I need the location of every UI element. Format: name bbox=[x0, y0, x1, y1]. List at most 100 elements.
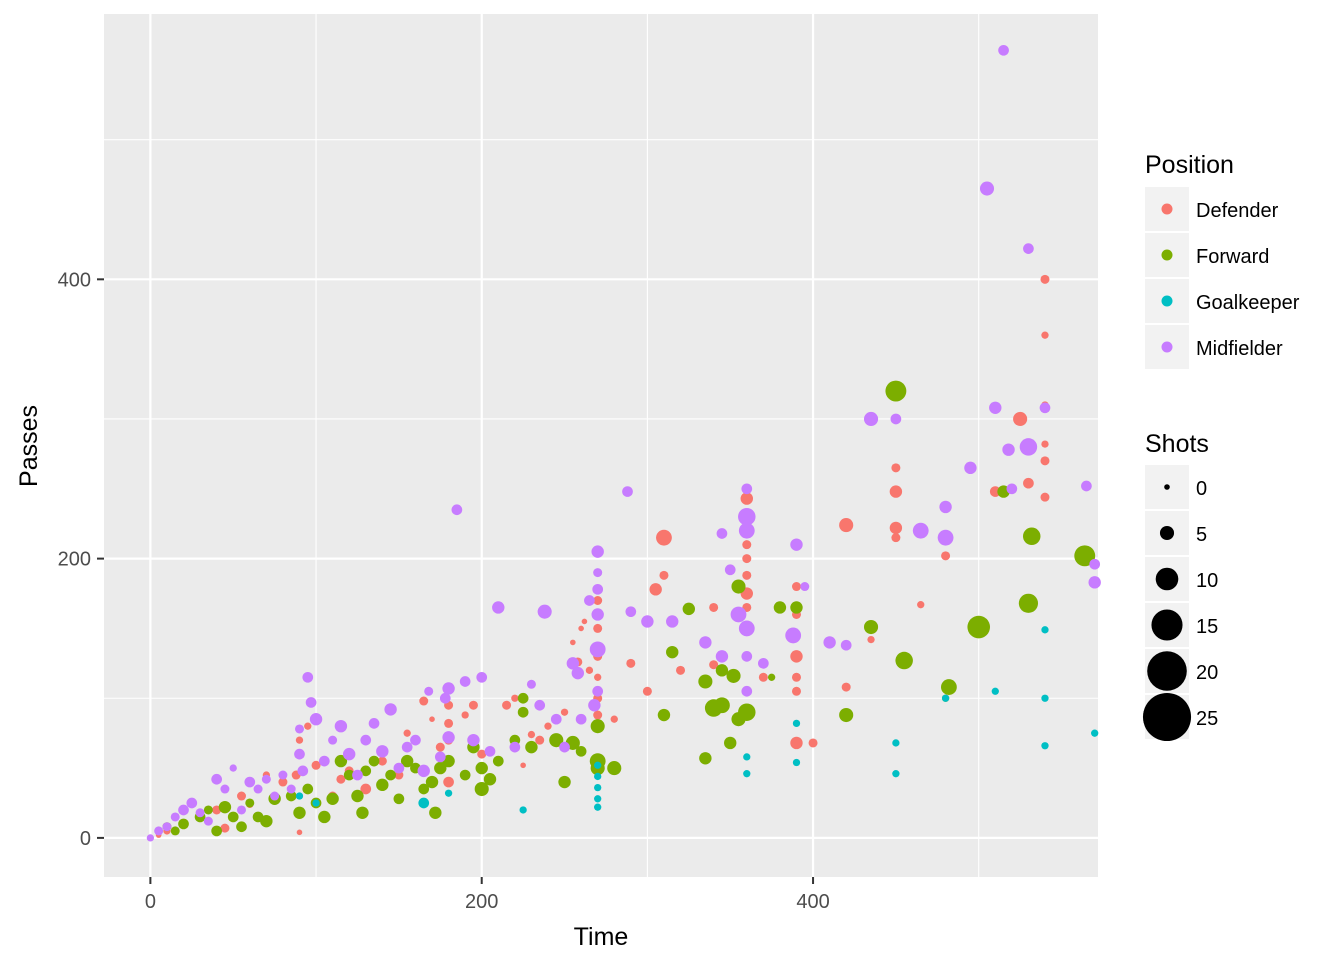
point-goalkeeper bbox=[594, 795, 602, 803]
point-midfielder bbox=[592, 685, 604, 697]
point-forward bbox=[698, 674, 713, 689]
size-label-5: 5 bbox=[1196, 524, 1207, 546]
point-forward bbox=[236, 821, 247, 833]
point-defender bbox=[841, 682, 851, 692]
point-midfielder bbox=[863, 411, 879, 427]
point-goalkeeper bbox=[1041, 694, 1049, 702]
y-axis: 0 200 400 bbox=[58, 269, 104, 850]
point-forward bbox=[492, 755, 504, 767]
point-forward bbox=[475, 761, 488, 775]
point-forward bbox=[517, 706, 529, 718]
point-defender bbox=[941, 551, 951, 561]
point-midfielder bbox=[393, 762, 405, 774]
point-defender bbox=[594, 673, 602, 681]
point-midfielder bbox=[410, 734, 421, 746]
point-defender bbox=[295, 736, 304, 744]
point-forward bbox=[343, 769, 355, 781]
x-tick-label: 200 bbox=[465, 891, 498, 913]
point-defender bbox=[740, 492, 753, 505]
point-midfielder bbox=[534, 699, 546, 711]
point-defender bbox=[336, 774, 346, 784]
point-forward bbox=[434, 761, 447, 775]
point-midfielder bbox=[384, 703, 397, 716]
point-goalkeeper bbox=[892, 739, 900, 747]
point-midfielder bbox=[253, 784, 263, 794]
point-defender bbox=[989, 486, 1001, 497]
point-midfielder bbox=[439, 692, 451, 704]
point-midfielder bbox=[178, 804, 189, 816]
legend-key-defender bbox=[1161, 203, 1173, 215]
point-midfielder bbox=[434, 751, 446, 763]
position-legend-title: Position bbox=[1145, 151, 1234, 179]
point-midfielder bbox=[699, 636, 712, 649]
point-defender bbox=[477, 749, 487, 759]
point-forward bbox=[385, 769, 396, 781]
point-defender bbox=[311, 760, 321, 770]
size-key-20 bbox=[1147, 651, 1187, 691]
point-forward bbox=[885, 380, 907, 402]
point-forward bbox=[334, 754, 348, 768]
point-forward bbox=[1022, 527, 1041, 546]
x-tick-label: 0 bbox=[145, 891, 156, 913]
point-defender bbox=[889, 485, 903, 498]
size-label-10: 10 bbox=[1196, 570, 1218, 592]
point-midfielder bbox=[625, 606, 637, 618]
size-key-15 bbox=[1151, 609, 1183, 641]
shots-legend: Shots 0 5 10 15 20 25 bbox=[1142, 430, 1218, 742]
size-key-25 bbox=[1142, 692, 1192, 742]
point-midfielder bbox=[261, 774, 271, 784]
point-midfielder bbox=[203, 816, 213, 826]
point-goalkeeper bbox=[1091, 729, 1099, 737]
x-axis: 0 200 400 bbox=[145, 877, 830, 913]
point-midfielder bbox=[622, 486, 633, 497]
point-goalkeeper bbox=[743, 753, 751, 761]
point-goalkeeper bbox=[1041, 742, 1049, 750]
point-forward bbox=[895, 651, 913, 670]
point-midfielder bbox=[442, 682, 455, 695]
point-midfielder bbox=[442, 731, 455, 744]
point-midfielder bbox=[716, 528, 728, 539]
point-midfielder bbox=[840, 639, 852, 651]
point-midfielder bbox=[738, 507, 756, 526]
point-forward bbox=[575, 745, 587, 757]
point-forward bbox=[360, 765, 372, 777]
point-defender bbox=[791, 672, 801, 682]
point-midfielder bbox=[1089, 558, 1101, 570]
point-forward bbox=[558, 775, 571, 789]
point-midfielder bbox=[170, 812, 180, 822]
point-defender bbox=[1040, 456, 1050, 466]
point-midfielder bbox=[229, 764, 237, 772]
point-defender bbox=[593, 710, 603, 720]
point-defender bbox=[570, 639, 576, 646]
point-midfielder bbox=[211, 773, 223, 785]
point-defender bbox=[593, 596, 603, 606]
point-defender bbox=[917, 601, 925, 609]
point-goalkeeper bbox=[792, 758, 801, 767]
point-midfielder bbox=[1019, 438, 1038, 456]
point-forward bbox=[483, 773, 497, 786]
point-midfielder bbox=[571, 666, 585, 680]
point-midfielder bbox=[484, 745, 496, 757]
y-tick-label: 200 bbox=[58, 549, 91, 571]
point-forward bbox=[525, 740, 538, 754]
point-defender bbox=[742, 570, 752, 580]
point-forward bbox=[376, 778, 389, 792]
point-midfielder bbox=[741, 651, 753, 662]
point-midfielder bbox=[730, 606, 747, 623]
point-midfielder bbox=[270, 791, 280, 801]
point-defender bbox=[237, 791, 247, 801]
point-midfielder bbox=[401, 741, 413, 753]
major-gridlines bbox=[104, 14, 1098, 877]
shots-legend-title: Shots bbox=[1145, 430, 1209, 458]
point-midfielder bbox=[509, 741, 521, 753]
point-defender bbox=[593, 623, 603, 633]
point-defender bbox=[791, 582, 801, 592]
legend-key-goalkeeper bbox=[1161, 295, 1173, 307]
point-midfielder bbox=[1006, 483, 1018, 495]
point-defender bbox=[444, 718, 454, 728]
point-defender bbox=[1023, 477, 1034, 489]
point-defender bbox=[435, 742, 445, 752]
point-midfielder bbox=[1081, 480, 1092, 492]
plot-panel bbox=[104, 14, 1098, 877]
